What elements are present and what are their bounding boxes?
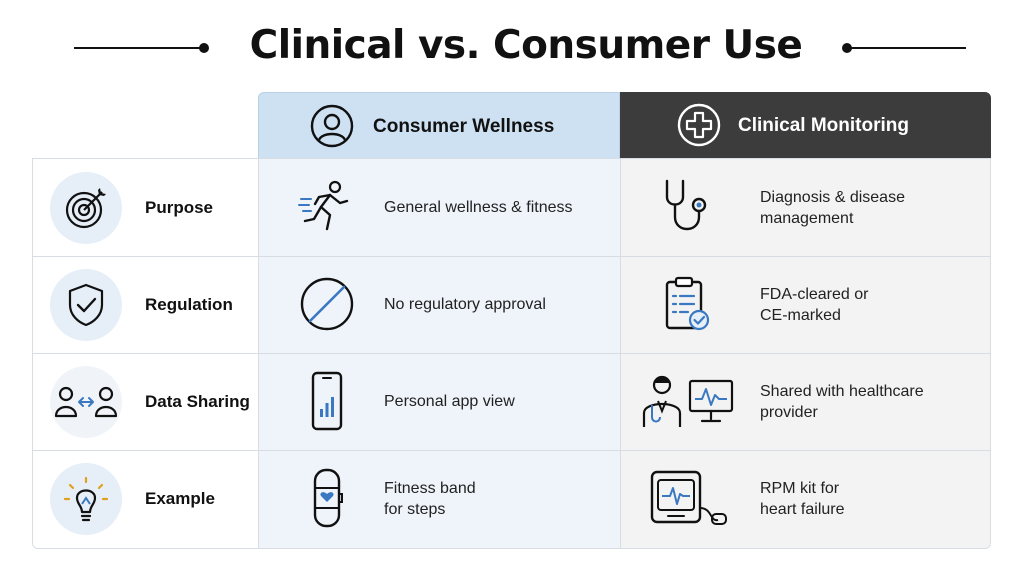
people-exchange-icon [54, 386, 118, 418]
consumer-purpose-text: General wellness & fitness [384, 199, 573, 216]
row-divider [33, 256, 990, 257]
comparison-table: Purpose General wellness & fitness Diagn… [32, 158, 991, 549]
row-icon-circle [50, 172, 122, 244]
clinical-cell-purpose: Diagnosis & disease management [620, 159, 990, 256]
clinical-cell-example: RPM kit for heart failure [620, 450, 990, 547]
phone-chart-icon [311, 371, 343, 431]
clinical-cell-regulation: FDA-cleared or CE-marked [620, 256, 990, 353]
consumer-data-sharing-text: Personal app view [384, 393, 515, 410]
row-icon-circle [50, 366, 122, 438]
clipboard-check-icon [665, 276, 710, 331]
row-divider [33, 450, 990, 451]
clinical-example-text: RPM kit for heart failure [760, 479, 845, 518]
target-icon [65, 188, 106, 229]
clinical-data-sharing-text: Shared with healthcare provider [760, 382, 924, 421]
consumer-example-text: Fitness band for steps [384, 479, 476, 518]
rpm-kit-icon [650, 470, 727, 525]
column-label-consumer: Consumer Wellness [373, 116, 555, 137]
column-header-consumer: Consumer Wellness [258, 92, 620, 159]
row-label: Data Sharing [145, 392, 250, 411]
lightbulb-icon [63, 476, 109, 522]
fitness-band-icon [313, 468, 343, 528]
row-label: Purpose [145, 198, 214, 217]
running-person-icon [298, 180, 349, 231]
title-row: Clinical vs. Consumer Use [0, 20, 1024, 72]
row-label-cell-purpose: Purpose [33, 159, 258, 256]
no-sign-icon [300, 277, 354, 331]
medical-cross-icon [677, 103, 721, 147]
column-label-clinical: Clinical Monitoring [738, 115, 909, 136]
title-dot-left [199, 43, 209, 53]
consumer-cell-regulation: No regulatory approval [258, 256, 620, 353]
consumer-cell-data-sharing: Personal app view [258, 353, 620, 450]
page-title: Clinical vs. Consumer Use [249, 23, 803, 68]
consumer-regulation-text: No regulatory approval [384, 296, 546, 313]
consumer-cell-purpose: General wellness & fitness [258, 159, 620, 256]
clinical-cell-data-sharing: Shared with healthcare provider [620, 353, 990, 450]
row-label: Example [145, 489, 215, 508]
consumer-cell-example: Fitness band for steps [258, 450, 620, 547]
person-icon [310, 104, 354, 148]
clinical-regulation-text: FDA-cleared or CE-marked [760, 285, 869, 324]
row-label: Regulation [145, 295, 233, 314]
title-rule-right [848, 47, 966, 49]
doctor-monitor-icon [642, 375, 734, 427]
row-icon-circle [50, 463, 122, 535]
row-divider [33, 353, 990, 354]
row-icon-circle [50, 269, 122, 341]
title-rule-left [74, 47, 200, 49]
row-label-cell-data-sharing: Data Sharing [33, 353, 258, 450]
title-dot-right [842, 43, 852, 53]
clinical-purpose-text: Diagnosis & disease management [760, 188, 905, 227]
shield-check-icon [68, 283, 104, 327]
column-header-clinical: Clinical Monitoring [620, 92, 991, 159]
stethoscope-icon [665, 179, 707, 231]
row-label-cell-example: Example [33, 450, 258, 547]
row-label-cell-regulation: Regulation [33, 256, 258, 353]
